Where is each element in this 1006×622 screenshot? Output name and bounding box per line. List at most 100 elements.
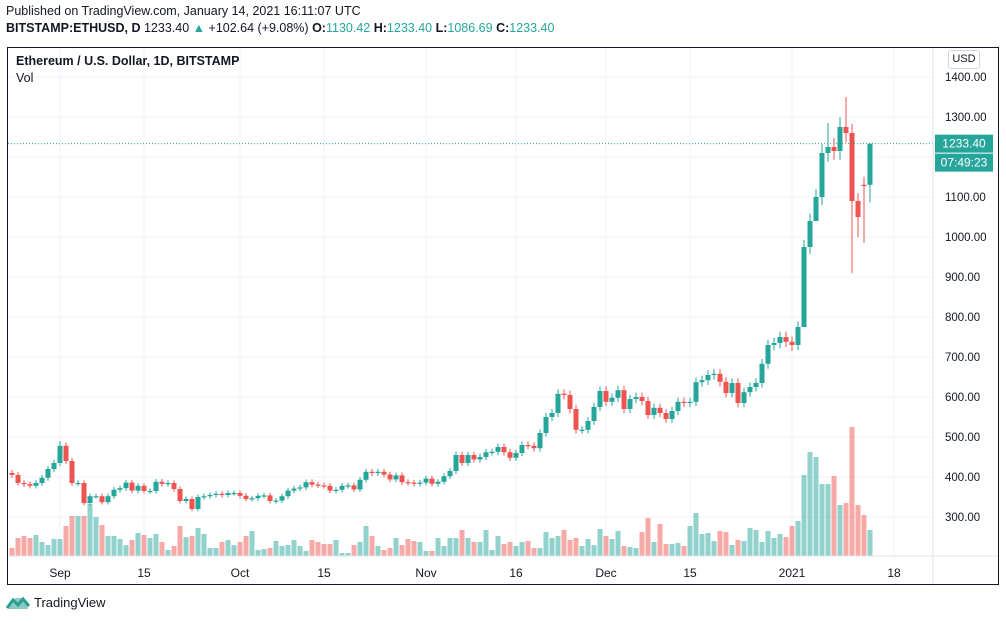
candle-body — [453, 455, 459, 471]
volume-bar — [291, 540, 297, 556]
candle-body — [741, 392, 747, 403]
candle-body — [723, 381, 729, 393]
candle-body — [543, 417, 549, 433]
volume-bar — [129, 540, 135, 556]
candle-body — [825, 147, 831, 153]
volume-bar — [75, 516, 81, 556]
volume-bar — [279, 546, 285, 556]
volume-bar — [117, 539, 123, 556]
volume-bar — [537, 548, 543, 556]
volume-bar — [351, 545, 357, 556]
candle-body — [663, 413, 669, 419]
volume-bar — [669, 544, 675, 556]
candle-body — [291, 488, 297, 491]
volume-bar — [171, 546, 177, 556]
candle-body — [261, 495, 267, 497]
volume-bar — [225, 540, 231, 556]
volume-bar — [477, 542, 483, 556]
candle-body — [405, 482, 411, 484]
candle-body — [183, 499, 189, 501]
candle-body — [753, 383, 759, 387]
candle-body — [189, 499, 195, 509]
volume-bar — [753, 530, 759, 556]
volume-bar — [807, 452, 813, 556]
candle-body — [417, 482, 423, 484]
candle-body — [651, 407, 657, 415]
candle-body — [639, 397, 645, 401]
candle-body — [411, 482, 417, 484]
candle-body — [369, 471, 375, 473]
candle-body — [21, 483, 27, 485]
candle-body — [81, 483, 87, 503]
volume-bar — [381, 550, 387, 556]
volume-bar — [267, 548, 273, 556]
candle-body — [609, 397, 615, 402]
price-tick-label: 600.00 — [945, 392, 980, 404]
volume-bar — [255, 550, 261, 556]
candle-body — [387, 474, 393, 480]
volume-bar — [735, 540, 741, 556]
price-tick-label: 400.00 — [945, 472, 980, 484]
volume-bar — [567, 540, 573, 556]
candle-body — [327, 485, 333, 491]
volume-bar — [363, 526, 369, 556]
volume-bar — [63, 526, 69, 556]
volume-bar — [201, 534, 207, 556]
volume-bar — [81, 516, 87, 556]
volume-bar — [555, 536, 561, 556]
candle-body — [321, 485, 327, 487]
volume-bar — [759, 542, 765, 556]
time-tick-label: 15 — [683, 566, 697, 580]
candle-body — [507, 452, 513, 458]
candle-body — [87, 496, 93, 503]
volume-bar — [723, 532, 729, 556]
candle-body — [489, 451, 495, 453]
last-price-label: 1233.40 — [942, 137, 986, 151]
volume-bar — [393, 538, 399, 556]
high-value: 1233.40 — [386, 21, 433, 35]
close-value: 1233.40 — [509, 21, 555, 35]
time-tick-label: 2021 — [779, 566, 806, 580]
candle-body — [555, 393, 561, 413]
volume-bar — [399, 545, 405, 556]
candle-body — [669, 411, 675, 419]
volume-bar — [495, 536, 501, 556]
candle-body — [849, 133, 855, 201]
volume-bar — [153, 534, 159, 556]
candle-body — [867, 143, 873, 185]
volume-bar — [645, 518, 651, 556]
volume-bar — [453, 538, 459, 556]
volume-bar — [411, 541, 417, 556]
volume-bar — [681, 546, 687, 556]
candle-body — [309, 482, 315, 485]
candle-body — [795, 327, 801, 345]
candle-body — [213, 493, 219, 495]
candle-body — [381, 471, 387, 475]
candle-body — [537, 433, 543, 449]
chart-frame — [7, 47, 999, 585]
currency-badge[interactable]: USD — [948, 50, 980, 69]
volume-bar — [243, 536, 249, 556]
volume-bar — [651, 542, 657, 556]
volume-bar — [795, 521, 801, 556]
volume-bar — [219, 542, 225, 556]
tradingview-logo[interactable]: TradingView — [6, 594, 106, 610]
volume-bar — [87, 504, 93, 556]
candle-body — [267, 495, 273, 501]
candle-body — [819, 153, 825, 197]
candle-body — [27, 484, 33, 486]
volume-bar — [711, 541, 717, 556]
time-tick-label: Dec — [595, 566, 616, 580]
candle-body — [615, 390, 621, 398]
candle-body — [69, 461, 75, 483]
volume-bar — [717, 531, 723, 556]
volume-bar — [315, 542, 321, 556]
candle-body — [75, 483, 81, 485]
volume-bar — [549, 538, 555, 556]
candle-body — [561, 393, 567, 395]
price-tick-label: 1100.00 — [945, 192, 986, 204]
volume-bar — [231, 545, 237, 556]
time-tick-label: 18 — [887, 566, 901, 580]
candle-body — [657, 407, 663, 413]
